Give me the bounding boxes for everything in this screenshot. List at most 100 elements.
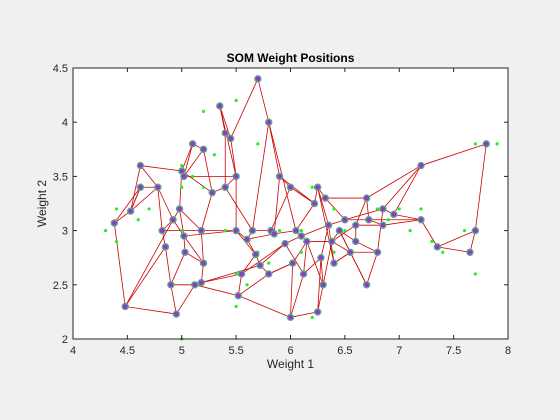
som-link <box>259 243 286 266</box>
som-link <box>181 143 193 172</box>
som-neuron <box>243 235 251 243</box>
som-link <box>241 243 286 275</box>
som-neuron <box>188 140 197 148</box>
som-neuron <box>181 248 189 256</box>
som-neuron <box>248 226 257 235</box>
sample-point <box>223 229 227 233</box>
som-link <box>273 176 281 234</box>
y-tick-label: 2.5 <box>53 280 68 292</box>
som-neuron <box>286 183 295 191</box>
som-link <box>170 252 186 285</box>
som-link <box>194 284 239 297</box>
som-neuron <box>221 129 229 137</box>
som-neuron <box>341 216 349 224</box>
som-link <box>344 208 384 221</box>
x-tick-label: 7 <box>396 345 402 357</box>
som-link <box>393 165 422 215</box>
som-neuron <box>158 226 166 235</box>
sample-point <box>245 283 249 287</box>
som-link <box>355 241 378 253</box>
som-neuron <box>161 243 170 251</box>
som-link <box>306 241 324 285</box>
som-neuron <box>352 221 360 229</box>
som-neuron <box>232 172 240 181</box>
som-link <box>320 257 324 285</box>
som-neuron <box>191 281 199 289</box>
som-link <box>268 122 281 177</box>
som-link <box>183 230 237 237</box>
som-link <box>366 252 378 285</box>
som-link <box>238 273 269 296</box>
sample-point <box>495 142 499 146</box>
som-link <box>140 165 159 188</box>
som-neuron <box>126 207 135 215</box>
som-neuron <box>110 219 119 227</box>
som-link <box>279 176 315 204</box>
som-neuron <box>346 248 355 256</box>
som-link <box>331 224 356 242</box>
sample-point <box>397 207 401 211</box>
som-neuron <box>482 140 490 148</box>
sample-point <box>310 315 314 319</box>
som-neuron <box>373 248 382 256</box>
som-link <box>125 306 177 315</box>
sample-point <box>419 207 423 211</box>
som-link <box>140 165 182 172</box>
som-neuron <box>265 270 273 278</box>
som-neuron <box>328 237 336 246</box>
som-link <box>165 246 172 285</box>
som-link <box>295 203 315 231</box>
som-neuron <box>216 102 224 110</box>
sample-point <box>180 163 184 168</box>
som-neuron <box>313 308 322 316</box>
sample-point <box>201 185 206 189</box>
som-neuron <box>390 210 398 219</box>
som-link <box>437 246 471 253</box>
som-link <box>290 273 304 318</box>
som-link <box>157 187 174 220</box>
som-neuron <box>365 216 373 224</box>
som-link <box>437 230 476 248</box>
x-tick-label: 8 <box>505 345 511 357</box>
sample-point <box>256 142 260 146</box>
som-link <box>124 219 174 307</box>
y-tick-label: 2 <box>62 334 68 346</box>
som-neuron <box>172 310 181 318</box>
som-link <box>420 143 487 166</box>
axes-background <box>73 68 508 339</box>
som-neuron <box>379 221 387 229</box>
sample-point <box>104 229 108 233</box>
som-link <box>113 222 126 307</box>
sample-point <box>147 207 151 211</box>
som-link <box>124 246 166 307</box>
som-link <box>420 219 438 248</box>
som-neuron <box>270 230 278 238</box>
som-neuron <box>310 199 319 208</box>
som-neuron <box>265 118 273 126</box>
x-tick-label: 7.5 <box>446 345 461 357</box>
som-neuron <box>288 259 297 267</box>
som-neuron <box>286 313 295 322</box>
som-link <box>179 208 202 231</box>
som-link <box>382 165 422 210</box>
sample-point <box>180 229 184 233</box>
x-axis-ticks: 4 4.5 5 5.5 6 6.5 7 7.5 8 <box>70 68 511 357</box>
som-neuron <box>251 250 260 259</box>
som-neuron <box>471 226 480 235</box>
som-neuron <box>180 232 188 240</box>
som-link <box>246 233 275 240</box>
som-link <box>474 143 487 231</box>
sample-point <box>332 207 336 211</box>
som-neuron <box>313 183 322 191</box>
som-link <box>317 284 324 312</box>
x-tick-label: 4 <box>70 345 76 357</box>
som-neuron <box>362 281 371 289</box>
som-link <box>179 208 185 237</box>
som-link <box>157 187 163 231</box>
sample-point <box>299 250 303 254</box>
som-neuron <box>256 261 264 269</box>
som-neuron <box>275 172 284 181</box>
som-neuron <box>319 281 327 289</box>
som-link <box>322 241 333 285</box>
